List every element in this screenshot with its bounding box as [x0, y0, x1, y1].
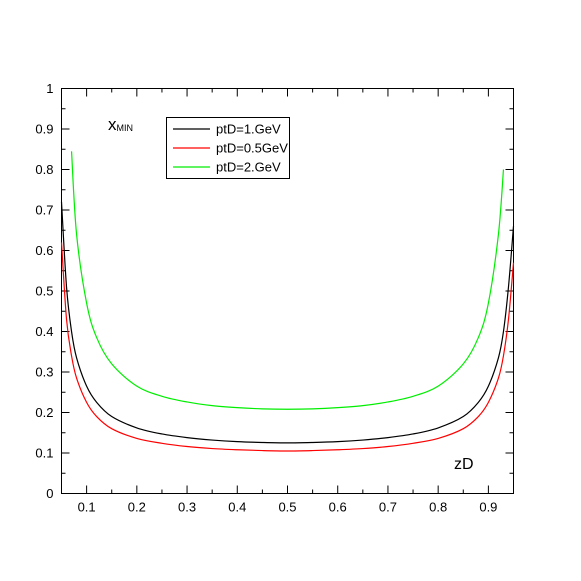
y-tick-label: 0.8: [35, 162, 53, 177]
y-tick-label: 0.6: [35, 243, 53, 258]
y-tick-label: 0.9: [35, 122, 53, 137]
x-tick-label: 0.2: [128, 500, 146, 515]
y-tick-label: 0.3: [35, 365, 53, 380]
zd-annotation: zD: [454, 456, 474, 473]
y-tick-label: 0.2: [35, 405, 53, 420]
series-line-1: [60, 242, 515, 452]
y-tick-label: 0.1: [35, 446, 53, 461]
series-layer: [60, 151, 515, 452]
x-tick-label: 0.1: [78, 500, 96, 515]
x-min-main: x: [108, 115, 117, 134]
x-tick-label: 0.5: [278, 500, 296, 515]
y-axis: 0 0.1 0.2 0.3 0.4 0.5 0.6 0.7 0.8 0.9 1: [35, 81, 514, 501]
y-tick-label: 0.7: [35, 203, 53, 218]
x-tick-label: 0.7: [379, 500, 397, 515]
series-line-2: [70, 151, 505, 410]
x-tick-label: 0.3: [178, 500, 196, 515]
y-tick-label: 0.4: [35, 324, 53, 339]
y-tick-label: 0.5: [35, 284, 53, 299]
x-min-annotation: xMIN: [108, 115, 133, 134]
y-tick-label: 0: [46, 486, 53, 501]
x-tick-label: 0.9: [479, 500, 497, 515]
x-axis: 0.1 0.2 0.3 0.4 0.5 0.6 0.7 0.8 0.9: [78, 88, 497, 515]
legend-label-2: ptD=2.GeV: [216, 160, 281, 175]
x-tick-label: 0.8: [429, 500, 447, 515]
x-tick-label: 0.6: [329, 500, 347, 515]
series-line-0: [60, 201, 515, 444]
x-tick-label: 0.4: [228, 500, 246, 515]
legend-label-0: ptD=1.GeV: [216, 122, 281, 137]
legend-label-1: ptD=0.5GeV: [216, 141, 288, 156]
y-tick-label: 1: [46, 81, 53, 96]
x-min-subscript: MIN: [117, 123, 134, 133]
legend: ptD=1.GeV ptD=0.5GeV ptD=2.GeV: [166, 117, 290, 179]
